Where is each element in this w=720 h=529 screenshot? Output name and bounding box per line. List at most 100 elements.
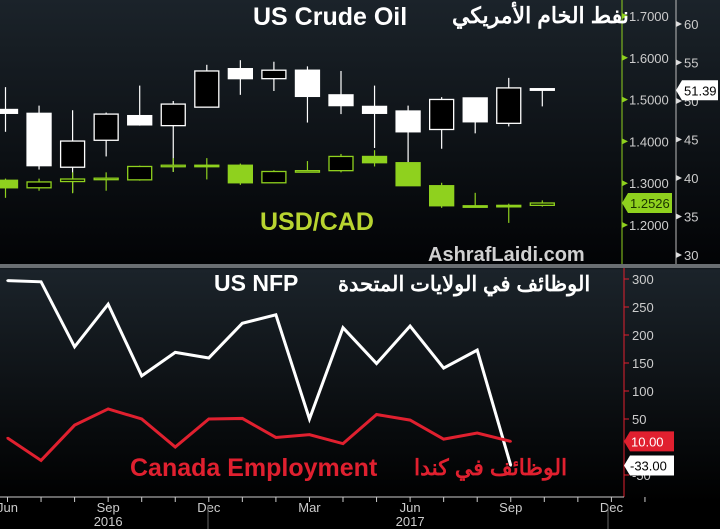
nfp-line [7, 279, 513, 466]
oil-tick [676, 252, 682, 258]
nfp-point [375, 362, 378, 365]
candle-body [59, 178, 86, 183]
candle-body [496, 87, 522, 124]
usdcad-candle [194, 158, 220, 180]
x-year-label: 2017 [396, 514, 425, 529]
usdcad-label: USD/CAD [260, 208, 374, 236]
usdcad-last-value: 1.2526 [630, 196, 670, 211]
usdcad-candle [462, 192, 488, 208]
oil-last-value: 51.39 [684, 83, 717, 98]
canada-point [274, 436, 278, 439]
candle-body [496, 204, 522, 208]
oil-tick-label: 55 [684, 56, 698, 71]
oil-tick-label: 30 [684, 248, 698, 263]
nfp-point [39, 280, 43, 283]
canada-point [408, 418, 412, 422]
candle-body [127, 114, 153, 126]
nfp-tick-label: 150 [632, 356, 654, 371]
canada-point [442, 437, 445, 441]
canada-point [509, 440, 512, 443]
nfp-point [106, 303, 110, 306]
nfp-point [207, 356, 210, 360]
nfp-title-arabic: الوظائف في الولايات المتحدة [338, 273, 591, 296]
usdcad-candle [328, 153, 354, 173]
candle-body [261, 69, 287, 80]
candle-body [26, 112, 52, 167]
candle-body [462, 97, 488, 123]
nfp-tick-label: 250 [632, 300, 654, 315]
canada-last-value: 10.00 [631, 434, 664, 449]
canada-point [140, 417, 143, 421]
canada-point [476, 431, 479, 435]
canada-point [308, 433, 311, 436]
candle-body [428, 185, 455, 207]
canada-point [341, 442, 345, 445]
oil-candle [361, 85, 388, 148]
canada-label: Canada Employment [130, 454, 378, 482]
candle-body [529, 202, 555, 207]
usdcad-candle [26, 178, 52, 191]
usdcad-tick [622, 138, 628, 145]
canada-label-arabic: الوظائف في كندا [414, 455, 568, 480]
nfp-tick-label: 50 [632, 412, 646, 427]
candle-body [227, 68, 254, 80]
x-tick-label: Sep [97, 500, 120, 515]
oil-candle [261, 61, 287, 91]
watermark: AshrafLaidi.com [428, 244, 585, 266]
candle-body [26, 181, 52, 189]
oil-candle [294, 66, 321, 123]
canada-point [174, 445, 177, 449]
oil-tick [676, 98, 682, 104]
nfp-point [73, 345, 76, 348]
usdcad-candle [0, 178, 19, 198]
nfp-point [241, 322, 244, 325]
candle-body [328, 94, 354, 107]
candle-body [160, 103, 186, 127]
oil-candle [328, 70, 354, 115]
candle-body [227, 164, 254, 184]
canada-point [375, 413, 378, 416]
oil-candle [127, 85, 153, 126]
canada-point [241, 417, 244, 420]
candle-body [361, 105, 388, 114]
canada-employment-line [6, 407, 512, 463]
canada-point [6, 436, 9, 440]
usdcad-tick-label: 1.3000 [629, 176, 669, 191]
candle-body [160, 164, 186, 168]
candle-body [261, 170, 287, 184]
usdcad-candle [59, 172, 86, 194]
oil-title-arabic: نفط الخام الأمريكي [452, 3, 629, 28]
usdcad-candle [529, 200, 555, 207]
candle-body [194, 70, 220, 108]
oil-candle [194, 64, 220, 108]
candle-body [59, 140, 86, 168]
oil-candle [462, 97, 488, 134]
oil-tick-label: 40 [684, 171, 698, 186]
candle-body [529, 88, 555, 91]
nfp-title: US NFP [214, 270, 299, 296]
usdcad-tick-label: 1.7000 [629, 9, 669, 24]
usdcad-tick [622, 96, 628, 103]
nfp-point [509, 464, 512, 467]
oil-tick-label: 35 [684, 210, 698, 225]
usdcad-tick [622, 180, 628, 187]
candle-body [194, 164, 220, 168]
oil-candle [59, 110, 86, 193]
usdcad-candle [428, 182, 455, 208]
canada-point [207, 417, 210, 421]
candle-body [395, 110, 421, 133]
nfp-last-value: -33.00 [630, 458, 667, 473]
oil-tick [676, 59, 682, 66]
oil-candle [26, 105, 52, 170]
x-tick-label: Jun [400, 500, 421, 515]
candle-body [0, 108, 19, 114]
oil-tick-label: 45 [684, 133, 698, 148]
nfp-tick-label: 300 [632, 272, 654, 287]
oil-candle [529, 88, 555, 107]
candle-body [93, 177, 119, 181]
usdcad-candle [361, 150, 388, 167]
candle-body [294, 69, 321, 98]
usdcad-tick-label: 1.5000 [629, 93, 669, 108]
oil-tick [676, 213, 682, 220]
x-tick-label: Dec [197, 500, 221, 515]
